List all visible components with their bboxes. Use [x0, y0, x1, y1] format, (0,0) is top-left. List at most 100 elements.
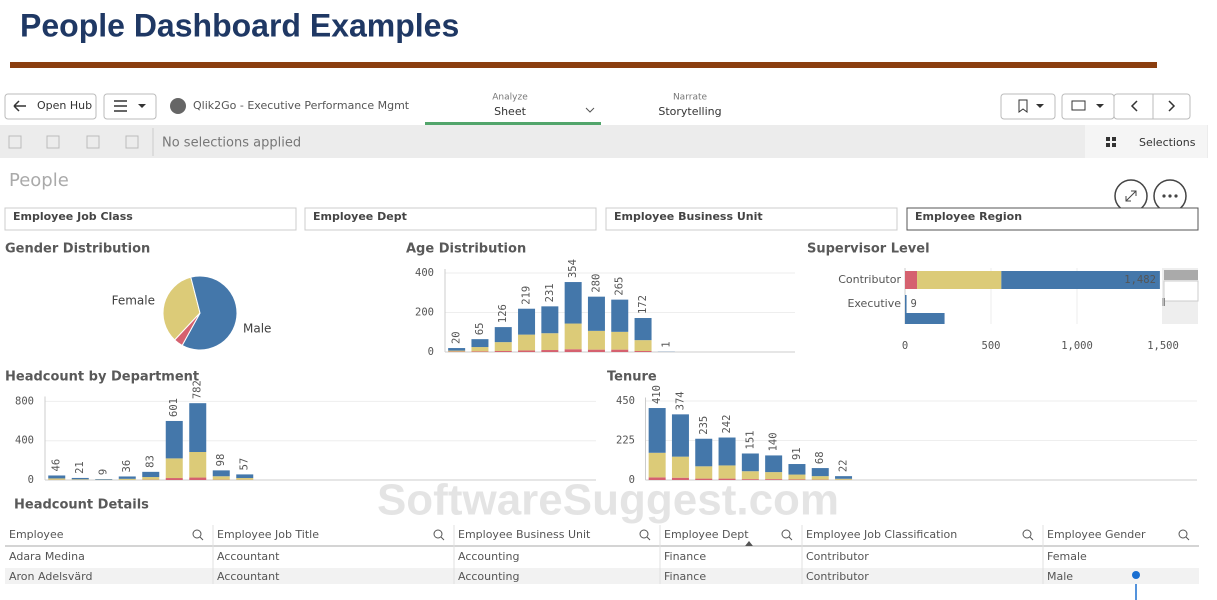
page-title: People Dashboard Examples: [20, 7, 459, 43]
bar-segment: [765, 479, 783, 480]
app-name: Qlik2Go - Executive Performance Mgmt: [193, 99, 410, 112]
filter-box[interactable]: [304, 207, 597, 231]
search-icon[interactable]: [1178, 529, 1188, 539]
column-header[interactable]: Employee Gender: [1047, 528, 1146, 541]
chart-title: Gender Distribution: [5, 242, 150, 257]
caret: [585, 107, 595, 113]
bar-segment: [587, 296, 605, 331]
table-cell: Accounting: [458, 570, 519, 583]
selections-button[interactable]: [1085, 125, 1207, 158]
chart-title: Supervisor Level: [807, 242, 930, 257]
data-label: 601: [168, 398, 180, 417]
search-icon[interactable]: [192, 529, 202, 539]
pie-slice: [181, 275, 238, 351]
bar-segment: [494, 327, 512, 343]
bar-segment: [788, 464, 806, 475]
bar-segment: [718, 437, 736, 466]
bar-segment: [494, 342, 512, 352]
x-tick-label: 0: [902, 340, 908, 352]
bar-segment: [471, 347, 489, 352]
y-tick-label: 400: [415, 267, 434, 279]
chart-title: Headcount by Department: [5, 370, 199, 385]
column-header[interactable]: Employee: [9, 528, 64, 541]
nav-buttons[interactable]: [1113, 93, 1191, 120]
bar-segment: [765, 472, 783, 480]
data-label: 140: [768, 432, 780, 451]
scroll-thumb[interactable]: [1164, 270, 1198, 280]
filter-box[interactable]: [906, 207, 1199, 231]
bar-segment: [142, 477, 160, 480]
bar-segment: [471, 351, 489, 352]
bar-segment: [788, 474, 806, 480]
column-header[interactable]: Employee Job Title: [217, 528, 319, 541]
search-icon[interactable]: [1022, 529, 1032, 539]
bar-segment: [835, 478, 853, 480]
data-label: 22: [838, 459, 850, 472]
filter-box[interactable]: [605, 207, 898, 231]
search-icon: [788, 536, 793, 541]
search-icon: [199, 536, 204, 541]
data-label: 21: [74, 461, 86, 474]
data-label: 9: [98, 469, 110, 475]
cursor-dot: [1132, 571, 1140, 579]
table-cell: Finance: [664, 570, 706, 583]
pie-label: Male: [243, 322, 271, 336]
bar-segment: [788, 479, 806, 480]
bar-segment: [634, 340, 652, 352]
bar-segment: [236, 478, 254, 480]
y-tick-label: 0: [28, 474, 34, 486]
search-icon[interactable]: [433, 529, 443, 539]
y-tick-label: 0: [428, 346, 434, 358]
bar-segment: [518, 334, 536, 351]
column-header[interactable]: Employee Job Classification: [806, 528, 957, 541]
bar-segment: [189, 452, 207, 478]
bar-segment: [212, 476, 230, 480]
open-hub-button[interactable]: [4, 93, 97, 120]
search-icon[interactable]: [781, 529, 791, 539]
caret: [1096, 104, 1104, 108]
bookmark-button[interactable]: [1000, 93, 1056, 120]
storytelling-tab[interactable]: Storytelling: [658, 105, 721, 118]
y-tick-label: Contributor: [838, 273, 901, 286]
sheet-tab[interactable]: Sheet: [494, 105, 526, 118]
data-label: 57: [239, 458, 251, 471]
filter-label: Employee Region: [915, 210, 1022, 223]
bar-segment: [471, 339, 489, 348]
filter-label: Employee Dept: [313, 210, 407, 223]
data-label: 83: [145, 455, 157, 468]
more-icon: [1162, 194, 1178, 198]
data-label: 242: [721, 415, 733, 434]
bar-segment: [648, 408, 666, 453]
data-label: 172: [637, 295, 649, 314]
bar-segment: [448, 348, 466, 351]
analyze-label: Analyze: [492, 93, 528, 103]
x-tick-label: 1,500: [1147, 340, 1179, 352]
search-icon[interactable]: [639, 529, 649, 539]
sheets-button[interactable]: [1061, 93, 1115, 120]
y-tick-label: Executive: [847, 297, 901, 310]
bar-segment: [671, 414, 689, 457]
table-cell: Finance: [664, 550, 706, 563]
menu-button[interactable]: [103, 93, 157, 120]
table-cell: Accountant: [217, 570, 280, 583]
bar-segment: [718, 478, 736, 480]
bar-segment: [695, 478, 713, 480]
bookmark-icon: [1018, 99, 1028, 113]
bar-segment: [905, 295, 907, 313]
x-tick-label: 500: [982, 340, 1001, 352]
back-icon: [13, 100, 26, 112]
bar-segment: [741, 479, 759, 480]
bar-segment: [671, 477, 689, 480]
filter-box[interactable]: [4, 207, 297, 231]
table-cell: Accounting: [458, 550, 519, 563]
column-header[interactable]: Employee Business Unit: [458, 528, 591, 541]
data-label: 91: [791, 447, 803, 460]
bar-segment: [564, 323, 582, 350]
data-label: 1,482: [1124, 274, 1156, 286]
pie-slice: [173, 312, 201, 347]
column-header[interactable]: Employee Dept: [664, 528, 749, 541]
data-label: 65: [474, 322, 486, 335]
search-icon: [1185, 536, 1190, 541]
